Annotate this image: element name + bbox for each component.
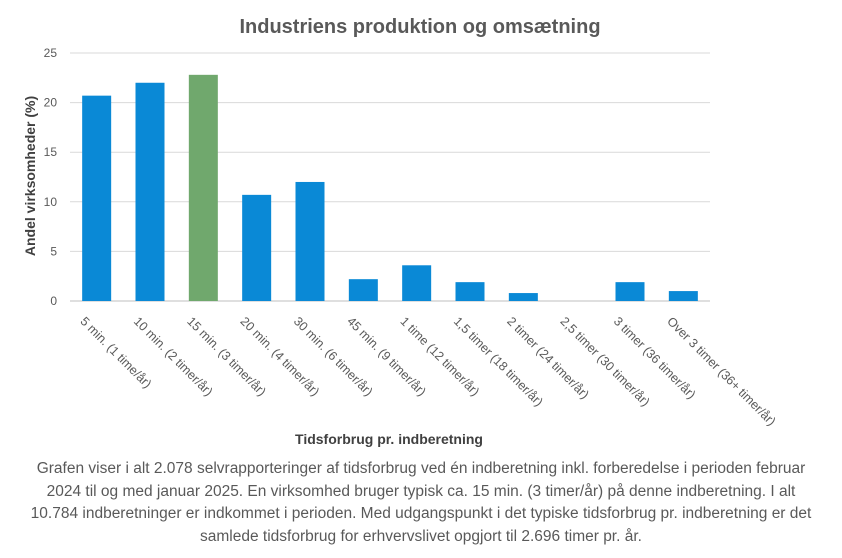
y-tick-label: 20 [44, 96, 58, 110]
y-tick-label: 10 [44, 195, 58, 209]
bar [242, 194, 272, 301]
y-tick-label: 0 [50, 294, 57, 308]
bar [295, 181, 325, 301]
bar [508, 293, 538, 301]
y-tick-label: 5 [50, 244, 57, 258]
x-tick-label: 2,5 timer (30 timer/år) [558, 314, 653, 409]
y-tick-label: 25 [44, 46, 58, 60]
chart-title: Industriens produktion og omsætning [239, 16, 600, 38]
bar [615, 282, 645, 301]
bar [188, 74, 218, 301]
x-tick-label: 1,5 timer (18 timer/år) [451, 314, 546, 409]
bar [82, 95, 112, 301]
x-axis-label: Tidsforbrug pr. indberetning [295, 431, 483, 447]
bar [135, 82, 165, 301]
y-tick-label: 15 [44, 145, 58, 159]
y-axis-label: Andel virksomheder (%) [22, 96, 38, 256]
chart-caption: Grafen viser i alt 2.078 selvrapporterin… [30, 460, 812, 545]
bar [455, 282, 485, 301]
bar-chart: Industriens produktion og omsætning Ande… [22, 16, 778, 447]
bar [402, 265, 432, 301]
x-tick-label: Over 3 timer (36+ timer/år) [664, 314, 778, 428]
bar [348, 279, 378, 301]
bar [668, 291, 698, 301]
